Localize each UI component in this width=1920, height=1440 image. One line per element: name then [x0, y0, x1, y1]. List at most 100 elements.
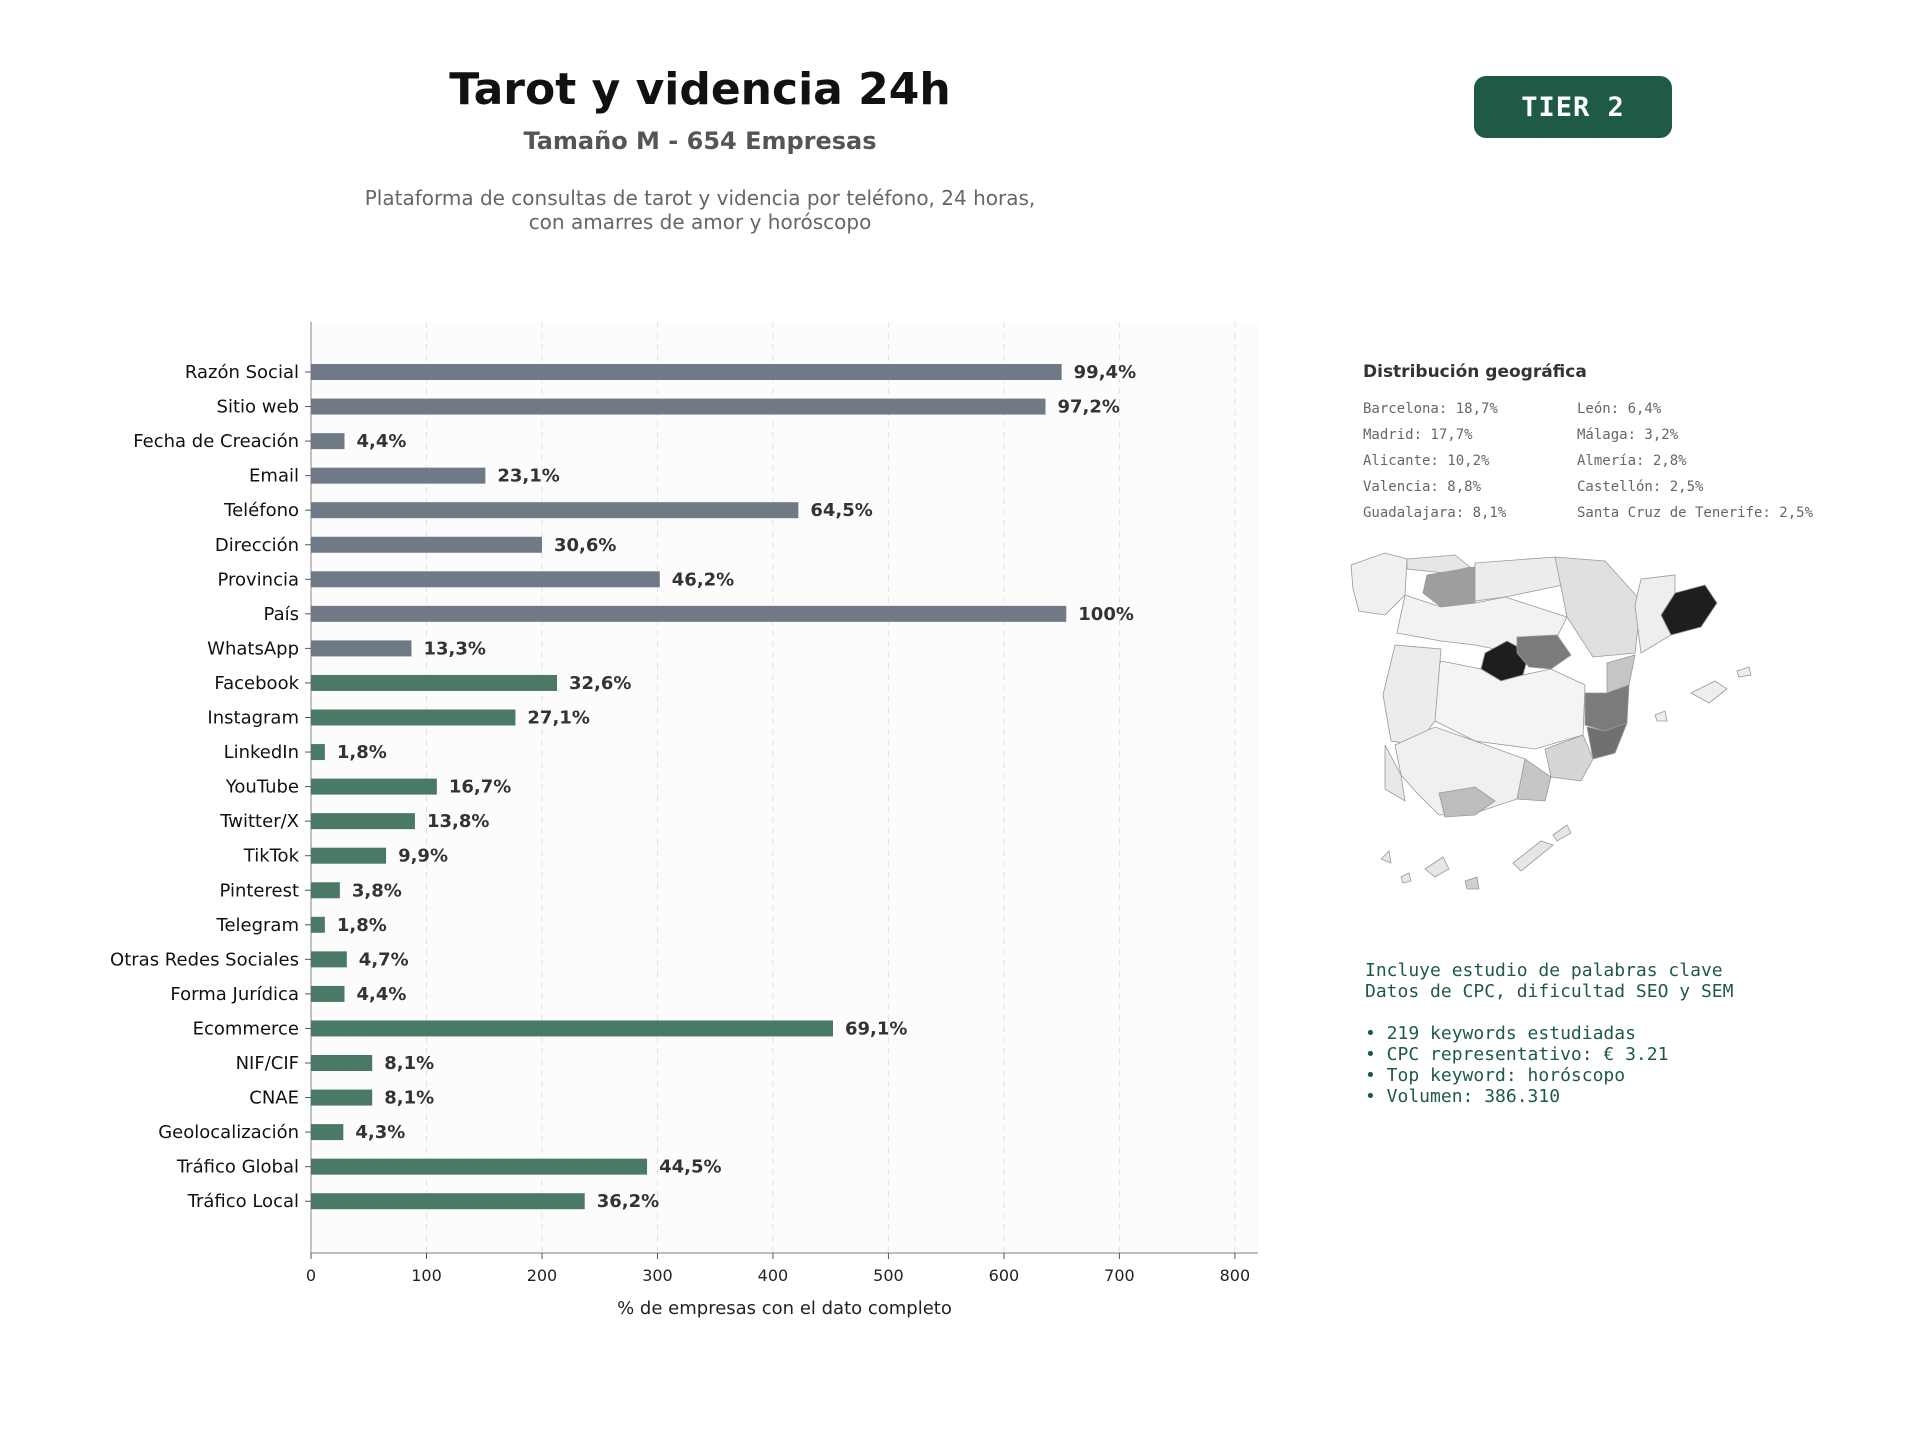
map-region-canary-fuerteventura	[1512, 840, 1554, 872]
geo-entry: Barcelona: 18,7%	[1363, 401, 1498, 417]
category-label: Ecommerce	[193, 1018, 299, 1039]
category-label: Pinterest	[219, 880, 299, 901]
bar	[311, 502, 799, 519]
data-label: 4,7%	[359, 949, 409, 970]
description-line-2: con amarres de amor y horóscopo	[528, 210, 872, 234]
bar	[311, 398, 1046, 415]
geo-entry: Almería: 2,8%	[1577, 453, 1687, 469]
data-label: 1,8%	[337, 742, 387, 763]
geo-entry: León: 6,4%	[1577, 401, 1662, 417]
geo-entry: Guadalajara: 8,1%	[1363, 505, 1507, 521]
data-label: 27,1%	[527, 708, 589, 729]
bar	[311, 674, 557, 691]
geo-list-left: Barcelona: 18,7% Madrid: 17,7% Alicante:…	[1363, 398, 1506, 528]
data-label: 3,8%	[352, 880, 402, 901]
category-label: Instagram	[207, 708, 299, 729]
bar	[311, 433, 345, 450]
data-label: 30,6%	[554, 535, 616, 556]
map-region-alicante	[1586, 722, 1628, 760]
data-label: 13,8%	[427, 811, 489, 832]
data-label: 8,1%	[384, 1053, 434, 1074]
keyword-item: • CPC representativo: € 3.21	[1365, 1044, 1669, 1065]
bar	[311, 467, 486, 484]
map-region-andalucia	[1394, 726, 1526, 816]
data-label: 8,1%	[384, 1088, 434, 1109]
x-tick-label: 500	[873, 1266, 904, 1285]
category-label: Twitter/X	[219, 811, 299, 832]
geo-entry: Santa Cruz de Tenerife: 2,5%	[1577, 505, 1814, 521]
map-region-castellon	[1606, 654, 1636, 694]
page-description: Plataforma de consultas de tarot y viden…	[0, 186, 1400, 234]
category-label: Dirección	[215, 535, 299, 556]
bar	[311, 709, 516, 726]
category-label: Sitio web	[217, 397, 299, 418]
bar	[311, 985, 345, 1002]
category-label: Tráfico Local	[187, 1191, 299, 1212]
description-line-1: Plataforma de consultas de tarot y viden…	[364, 186, 1036, 210]
keyword-item: • 219 keywords estudiadas	[1365, 1023, 1636, 1044]
map-region-balearic-mallorca	[1690, 680, 1728, 704]
keyword-item: • Volumen: 386.310	[1365, 1086, 1561, 1107]
map-region-malaga	[1438, 786, 1496, 818]
keywords-intro-2: Datos de CPC, dificultad SEO y SEM	[1365, 981, 1734, 1002]
data-label: 69,1%	[845, 1018, 907, 1039]
data-label: 4,4%	[356, 984, 406, 1005]
map-region-navarra-aragon	[1554, 556, 1642, 658]
bar	[311, 951, 347, 968]
x-tick-label: 200	[527, 1266, 558, 1285]
category-label: País	[264, 604, 299, 625]
geo-list-right: León: 6,4% Málaga: 3,2% Almería: 2,8% Ca…	[1577, 398, 1813, 528]
data-label: 16,7%	[449, 777, 511, 798]
x-tick-label: 400	[758, 1266, 789, 1285]
data-label: 100%	[1078, 604, 1134, 625]
map-region-catalonia	[1634, 574, 1676, 654]
map-region-galicia	[1350, 552, 1408, 616]
tier-badge: TIER 2	[1474, 76, 1672, 138]
keywords-intro-1: Incluye estudio de palabras clave	[1365, 960, 1723, 981]
bar	[311, 1158, 648, 1175]
data-label: 1,8%	[337, 915, 387, 936]
category-label: Tráfico Global	[176, 1157, 299, 1178]
category-label: LinkedIn	[224, 742, 299, 763]
category-label: YouTube	[225, 777, 299, 798]
category-label: Geolocalización	[158, 1122, 299, 1143]
x-tick-label: 100	[411, 1266, 442, 1285]
data-label: 44,5%	[659, 1157, 721, 1178]
bar	[311, 778, 437, 795]
data-label: 13,3%	[423, 638, 485, 659]
keywords-box: Incluye estudio de palabras clave Datos …	[1365, 960, 1733, 1107]
bar	[311, 1089, 373, 1106]
data-label: 4,4%	[356, 431, 406, 452]
category-label: Forma Jurídica	[170, 984, 299, 1005]
map-region-canary-tenerife	[1424, 856, 1450, 878]
category-label: Teléfono	[223, 500, 299, 521]
keyword-item: • Top keyword: horóscopo	[1365, 1065, 1626, 1086]
data-label: 64,5%	[810, 500, 872, 521]
category-label: NIF/CIF	[236, 1053, 299, 1074]
bar	[311, 744, 325, 761]
bar	[311, 536, 542, 553]
x-tick-label: 0	[306, 1266, 316, 1285]
bar	[311, 605, 1067, 622]
bar	[311, 1020, 834, 1037]
bar	[311, 1055, 373, 1071]
category-label: Telegram	[216, 915, 299, 936]
map-region-murcia	[1544, 734, 1594, 782]
data-label: 32,6%	[569, 673, 631, 694]
bar	[311, 916, 325, 933]
data-label: 99,4%	[1074, 362, 1136, 383]
data-label: 9,9%	[398, 846, 448, 867]
data-label: 23,1%	[497, 466, 559, 487]
bar	[311, 640, 412, 657]
map-region-canary-la-palma	[1380, 850, 1392, 864]
map-region-canary-lanzarote	[1552, 824, 1572, 842]
category-label: Razón Social	[185, 362, 299, 383]
category-label: CNAE	[249, 1088, 299, 1109]
page-title: Tarot y videncia 24h	[449, 64, 951, 115]
category-label: Otras Redes Sociales	[110, 949, 299, 970]
category-label: Provincia	[217, 569, 299, 590]
geo-entry: Madrid: 17,7%	[1363, 427, 1473, 443]
x-tick-label: 300	[642, 1266, 673, 1285]
data-label: 97,2%	[1058, 397, 1120, 418]
bar	[311, 1193, 585, 1210]
